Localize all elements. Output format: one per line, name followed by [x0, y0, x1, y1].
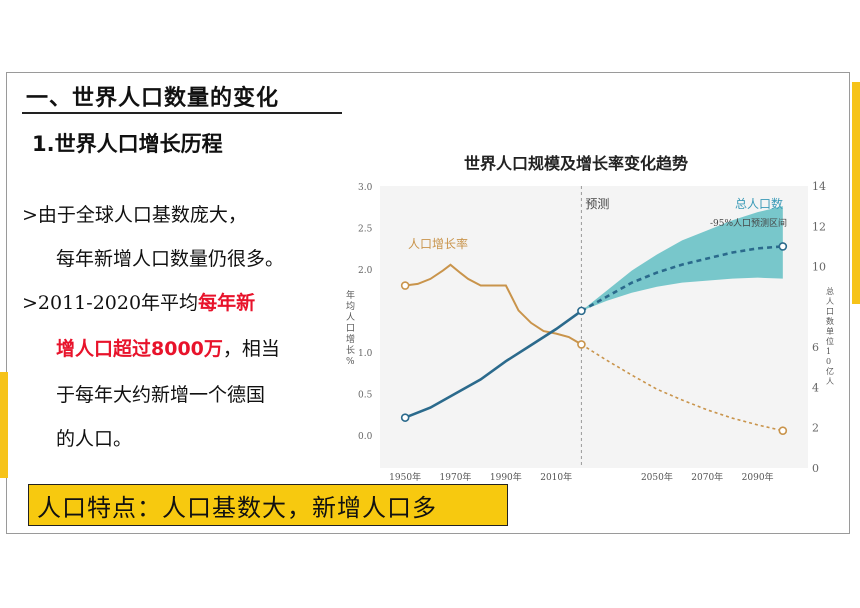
left-tick-label: 2.5 — [358, 224, 373, 234]
population-forecast-line — [580, 245, 783, 313]
bullet-2-line-2: 增人口超过8000万，相当 — [56, 334, 280, 361]
left-tick-label: 1.0 — [358, 349, 373, 359]
left-tick-label: 3.0 — [358, 183, 373, 193]
population-chart: 预测 3.0 2.5 2.0 1.0 0.5 0.0 年均人口增长% 14 12 10 6 4 2 0 总人口… — [346, 180, 834, 483]
summary-callout: 人口特点：人口基数大，新增人口多 — [28, 484, 508, 526]
bullet-2-highlight: 每年新 — [198, 292, 256, 314]
section-title: 一、世界人口数量的变化 — [26, 86, 280, 111]
bullet-1-line-2: 每年新增人口数量仍很多。 — [56, 248, 285, 270]
content-frame — [6, 72, 850, 534]
right-tick-label: 2 — [812, 422, 819, 435]
population-end-marker — [778, 242, 788, 251]
title-underline — [22, 112, 342, 114]
bullet-2-line-1: >2011-2020年平均每年新 — [22, 288, 255, 315]
left-accent-bar — [0, 372, 8, 478]
population-line — [404, 309, 583, 419]
left-tick-label: 2.0 — [358, 266, 373, 276]
x-tick-label: 1990年 — [490, 471, 522, 483]
x-tick-label: 2090年 — [742, 471, 774, 483]
left-axis-label: 年均人口增长% — [346, 289, 355, 367]
bullet-2-line-4: 的人口。 — [56, 428, 133, 450]
bullet-1-line-1: >由于全球人口基数庞大， — [22, 204, 247, 226]
bullet-2-highlight-2: 增人口超过8000万 — [56, 338, 223, 360]
x-tick-label: 2010年 — [540, 471, 572, 483]
right-tick-label: 4 — [812, 381, 819, 394]
x-tick-label: 1970年 — [440, 471, 472, 483]
left-tick-label: 0.0 — [358, 432, 373, 442]
growth-rate-forecast-line — [580, 343, 783, 432]
growth-rate-label: 人口增长率 — [408, 236, 468, 251]
right-tick-label: 10 — [812, 261, 826, 274]
growth-rate-start-marker — [400, 281, 410, 290]
chart-title: 世界人口规模及增长率变化趋势 — [464, 154, 689, 173]
x-tick-label: 2070年 — [691, 471, 723, 483]
bullet-2-line-3: 于每年大约新增一个德国 — [56, 384, 266, 406]
right-tick-label: 12 — [812, 220, 826, 233]
forecast-label: 预测 — [585, 197, 609, 211]
bullet-2-text-2: ，相当 — [222, 338, 280, 360]
population-label: 总人口数 — [735, 196, 783, 211]
bullet-2-text: >2011-2020年平均 — [22, 292, 199, 314]
population-forecast-band — [581, 206, 783, 311]
x-tick-label: 2050年 — [641, 471, 673, 483]
population-start-marker — [400, 413, 410, 422]
right-tick-label: 0 — [812, 462, 819, 475]
population-forecast-start-marker — [577, 306, 586, 316]
right-tick-label: 14 — [812, 180, 826, 193]
right-tick-label: 6 — [812, 341, 819, 354]
growth-rate-forecast-start-marker — [577, 340, 586, 349]
left-tick-label: 0.5 — [358, 390, 373, 400]
band-label: -95%人口预测区间 — [710, 217, 787, 229]
top-strip — [0, 0, 860, 8]
right-accent-bar — [852, 82, 860, 304]
right-axis-label: 总人口数单位 1 0 亿人 — [826, 286, 834, 386]
growth-rate-end-marker — [778, 426, 788, 435]
x-tick-label: 1950年 — [389, 471, 421, 483]
subtitle: 1.世界人口增长历程 — [32, 132, 223, 156]
